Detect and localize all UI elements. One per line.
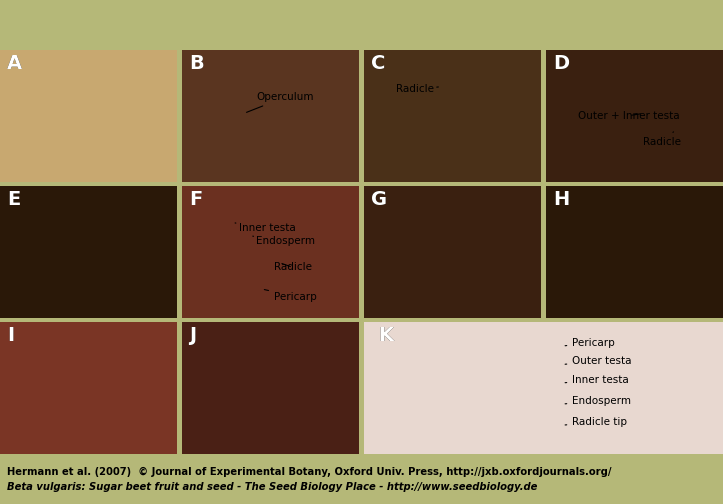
Text: Radicle: Radicle [274, 263, 312, 273]
Text: D: D [553, 54, 570, 73]
FancyBboxPatch shape [547, 50, 723, 182]
Text: G: G [371, 190, 388, 209]
Text: D: D [553, 54, 570, 73]
FancyBboxPatch shape [547, 186, 723, 318]
Text: H: H [553, 190, 570, 209]
Text: B: B [189, 54, 204, 73]
FancyBboxPatch shape [182, 322, 359, 454]
Text: K: K [379, 326, 393, 345]
Text: J: J [189, 326, 196, 345]
FancyBboxPatch shape [182, 186, 359, 318]
Text: E: E [7, 190, 20, 209]
Text: Pericarp: Pericarp [565, 338, 615, 348]
Text: Outer + Inner testa: Outer + Inner testa [578, 111, 680, 120]
Text: Outer testa: Outer testa [565, 356, 632, 366]
Text: Hermann et al. (2007)  © Journal of Experimental Botany, Oxford Univ. Press, htt: Hermann et al. (2007) © Journal of Exper… [7, 467, 612, 477]
Text: E: E [7, 190, 20, 209]
FancyBboxPatch shape [0, 322, 176, 454]
FancyBboxPatch shape [0, 186, 176, 318]
Text: G: G [371, 190, 388, 209]
Text: Endosperm: Endosperm [565, 396, 631, 406]
Text: C: C [371, 54, 385, 73]
Text: F: F [189, 190, 202, 209]
FancyBboxPatch shape [0, 50, 176, 182]
Text: C: C [371, 54, 385, 73]
Text: Radicle: Radicle [396, 84, 438, 94]
Text: Inner testa: Inner testa [235, 223, 296, 233]
Text: Pericarp: Pericarp [265, 290, 317, 301]
Text: I: I [7, 326, 14, 345]
Text: B: B [189, 54, 204, 73]
Text: J: J [189, 326, 196, 345]
Text: Radicle tip: Radicle tip [565, 417, 628, 427]
Text: I: I [7, 326, 14, 345]
Text: A: A [7, 54, 22, 73]
Text: H: H [553, 190, 570, 209]
FancyBboxPatch shape [364, 50, 541, 182]
Text: F: F [189, 190, 202, 209]
FancyBboxPatch shape [364, 322, 723, 454]
Text: Inner testa: Inner testa [565, 374, 629, 385]
Text: Endosperm: Endosperm [253, 236, 315, 246]
Text: K: K [379, 326, 393, 345]
Text: Beta vulgaris: Sugar beet fruit and seed - The Seed Biology Place - http://www.s: Beta vulgaris: Sugar beet fruit and seed… [7, 481, 538, 491]
Text: A: A [7, 54, 22, 73]
Text: Radicle: Radicle [643, 132, 682, 147]
FancyBboxPatch shape [182, 50, 359, 182]
FancyBboxPatch shape [364, 186, 541, 318]
Text: Operculum: Operculum [247, 92, 314, 112]
